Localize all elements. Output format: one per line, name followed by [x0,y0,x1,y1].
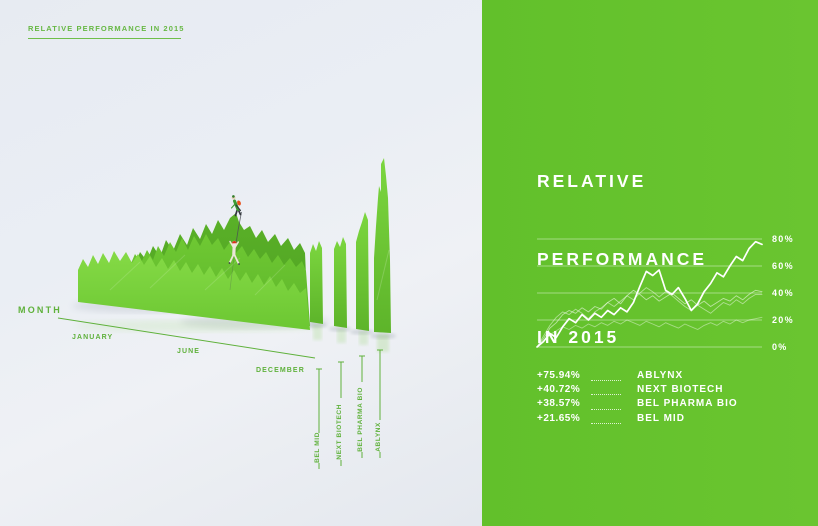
legend-value: +21.65% [537,412,581,424]
fin-label-next-biotech: NEXT BIOTECH [336,404,343,460]
legend-row: +40.72% NEXT BIOTECH [537,384,738,398]
fin-next-biotech [334,237,347,328]
panel-title-line-2: PERFORMANCE [537,248,708,269]
series-line-next-biotech [536,289,763,348]
y-tick-20: 20% [772,315,794,325]
series-line-bel-mid [536,316,763,348]
green-panel: RELATIVE PERFORMANCE IN 2015 80% 60% 40%… [482,0,818,526]
fin-texture-line [376,249,390,301]
legend-name: BEL PHARMA BIO [637,398,738,410]
legend-leader [591,408,621,410]
series-label-lines [316,349,383,469]
axis-tick-december: DECEMBER [256,367,305,374]
legend-name: ABLYNX [637,370,684,381]
legend-row: +75.94% ABLYNX [537,370,738,384]
climber-figure-bottom [228,240,240,265]
chart-fins [310,158,391,333]
legend-value: +38.57% [537,398,581,410]
fin-label-bel-pharma-bio: BEL PHARMA BIO [357,387,364,452]
fin-bel-mid [310,241,323,324]
month-axis-line [57,317,316,359]
climbers [228,195,242,291]
photo-header-rule [28,38,181,39]
month-axis-label: MONTH [18,305,62,315]
front-ridge [78,251,310,330]
legend-row: +21.65% BEL MID [537,413,738,427]
legend-leader [591,422,621,424]
fin-ablynx [374,158,391,333]
axis-tick-june: JUNE [177,348,201,355]
y-tick-0: 0% [772,342,788,352]
fin-bel-pharma-bio [356,212,369,331]
legend-name: NEXT BIOTECH [637,384,724,396]
legend-row: +38.57% BEL PHARMA BIO [537,398,738,412]
y-tick-40: 40% [772,288,794,298]
photo-section: RELATIVE PERFORMANCE IN 2015 MONTH JANUA… [0,0,482,526]
fin-label-ablynx: ABLYNX [375,422,382,452]
y-tick-60: 60% [772,261,794,271]
legend-value: +75.94% [537,370,581,381]
panel-title-line-1: RELATIVE [537,170,647,191]
axis-tick-january: JANUARY [72,334,114,341]
photo-header-text: RELATIVE PERFORMANCE IN 2015 [28,24,185,33]
performance-chart-svg [536,238,763,348]
photo-header: RELATIVE PERFORMANCE IN 2015 [28,24,185,39]
sculpture-illustration [57,158,396,469]
legend-leader [591,394,621,396]
y-tick-80: 80% [772,234,794,244]
legend-leader [591,380,621,382]
series-line-bel-pharma-bio [536,287,763,348]
chart-legend: +75.94% ABLYNX +40.72% NEXT BIOTECH +38.… [537,370,738,427]
mountain-ridges [78,213,310,330]
series-line-ablynx [536,240,763,348]
performance-chart [536,237,763,349]
climber-figure-top [230,195,242,217]
legend-name: BEL MID [637,412,685,424]
fin-label-bel-mid: BEL MID [314,432,321,463]
axis-annotation-lines [57,317,383,469]
print-texture-lines [109,254,286,296]
legend-value: +40.72% [537,384,581,396]
